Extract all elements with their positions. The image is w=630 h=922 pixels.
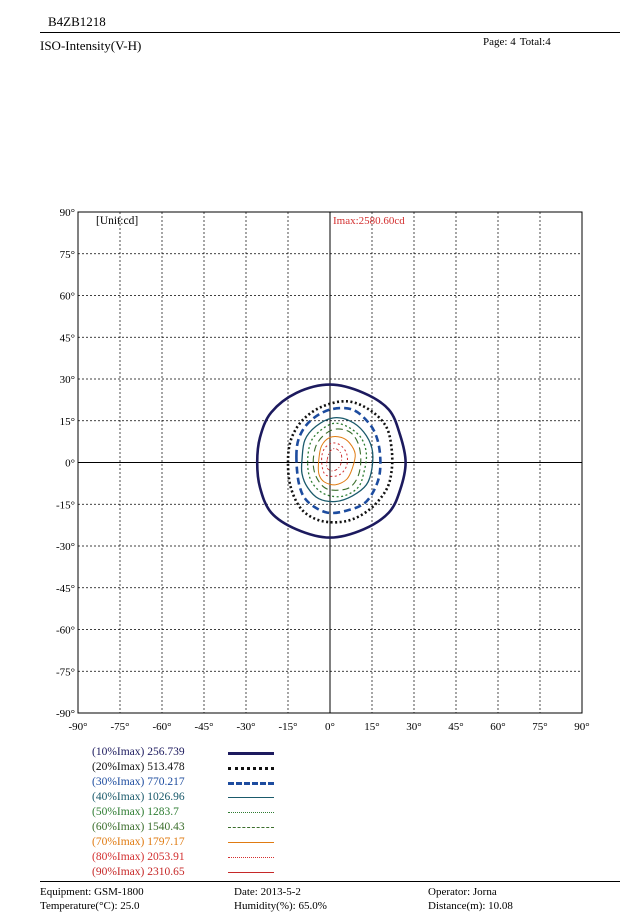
y-tick-label: 45° [60,332,75,344]
imax-label: Imax:2580.60cd [333,215,405,227]
page-label: Page: 4 [483,36,516,48]
report-title: ISO-Intensity(V-H) [40,38,142,53]
distance-text: Distance(m): 10.08 [428,900,513,912]
legend-label: (80%Imax) 2053.91 [92,851,185,863]
x-tick-label: -30° [236,721,255,733]
total-label: Total:4 [519,36,551,48]
legend-label: (70%Imax) 1797.17 [92,836,185,848]
legend-label: (40%Imax) 1026.96 [92,791,185,803]
date-text: Date: 2013-5-2 [234,886,301,898]
temperature-text: Temperature(°C): 25.0 [40,900,140,912]
legend-label: (10%Imax) 256.739 [92,746,185,758]
x-tick-label: 60° [490,721,505,733]
legend-label: (30%Imax) 770.217 [92,776,185,788]
header-rule [40,32,620,33]
humidity-text: Humidity(%): 65.0% [234,900,327,912]
y-tick-label: 60° [60,291,75,303]
legend-swatch [228,872,274,873]
y-tick-label: 15° [60,416,75,428]
x-tick-label: -15° [278,721,297,733]
contour-80pct [321,442,348,477]
contour-30pct [295,406,382,515]
legend-swatch [228,767,274,770]
y-tick-label: -60° [56,625,75,637]
legend-swatch [228,812,274,813]
y-tick-label: 75° [60,249,75,261]
y-tick-label: -90° [56,708,75,720]
x-tick-label: 45° [448,721,463,733]
legend-label: (20%Imax) 513.478 [92,761,185,773]
operator-text: Operator: Jorna [428,886,497,898]
iso-intensity-chart: -90° -75° -60° -45° -30° -15° 0° 15° 30° 45° 60° 75… [56,207,590,733]
equipment-text: Equipment: GSM-1800 [40,886,144,898]
contour-60pct [312,428,362,491]
legend-swatch [228,857,274,858]
y-tick-label: 0° [65,458,75,470]
y-tick-label: -30° [56,541,75,553]
x-tick-label: 15° [364,721,379,733]
legend-label: (50%Imax) 1283.7 [92,806,179,818]
x-tick-label: 0° [325,721,335,733]
unit-label: [Unit:cd] [96,215,138,227]
contour-90pct [326,448,343,472]
page-info: Page: 4 Total:4 [483,36,555,48]
model-name: B4ZB1218 [48,14,106,29]
y-tick-label: -75° [56,666,75,678]
x-tick-label: -90° [68,721,87,733]
footer-rule [40,881,620,882]
y-tick-label: -45° [56,583,75,595]
legend-swatch [228,782,274,785]
legend-label: (60%Imax) 1540.43 [92,821,185,833]
legend-swatch [228,827,274,828]
contour-40pct [300,417,374,503]
y-tick-label: -15° [56,499,75,511]
legend-swatch [228,752,274,755]
legend-swatch [228,842,274,843]
contour-10pct [255,383,407,539]
x-tick-label: -60° [152,721,171,733]
y-tick-label: 30° [60,374,75,386]
contour-70pct [317,436,356,486]
x-tick-label: 75° [532,721,547,733]
x-tick-label: -45° [194,721,213,733]
x-tick-label: -75° [110,721,129,733]
y-tick-label: 90° [60,207,75,219]
x-tick-label: 90° [574,721,589,733]
legend-label: (90%Imax) 2310.65 [92,866,185,878]
x-tick-label: 30° [406,721,421,733]
legend-swatch [228,797,274,798]
